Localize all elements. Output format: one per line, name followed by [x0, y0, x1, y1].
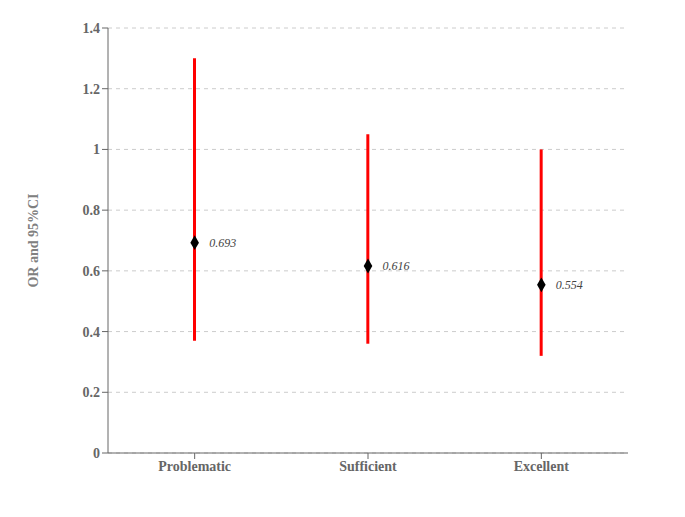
svg-text:0.693: 0.693: [209, 236, 236, 250]
svg-text:0.4: 0.4: [83, 325, 101, 340]
svg-text:0.616: 0.616: [383, 259, 410, 273]
svg-text:Problematic: Problematic: [158, 459, 231, 474]
svg-text:0: 0: [93, 446, 100, 461]
svg-text:0.554: 0.554: [556, 278, 583, 292]
svg-text:0.2: 0.2: [83, 385, 101, 400]
svg-text:Excellent: Excellent: [514, 459, 570, 474]
svg-text:Sufficient: Sufficient: [339, 459, 397, 474]
svg-text:OR and 95%CI: OR and 95%CI: [26, 193, 41, 287]
svg-text:1.4: 1.4: [83, 21, 101, 36]
svg-text:1.2: 1.2: [83, 82, 101, 97]
svg-text:0.8: 0.8: [83, 203, 101, 218]
svg-text:1: 1: [93, 142, 100, 157]
svg-text:0.6: 0.6: [83, 264, 101, 279]
